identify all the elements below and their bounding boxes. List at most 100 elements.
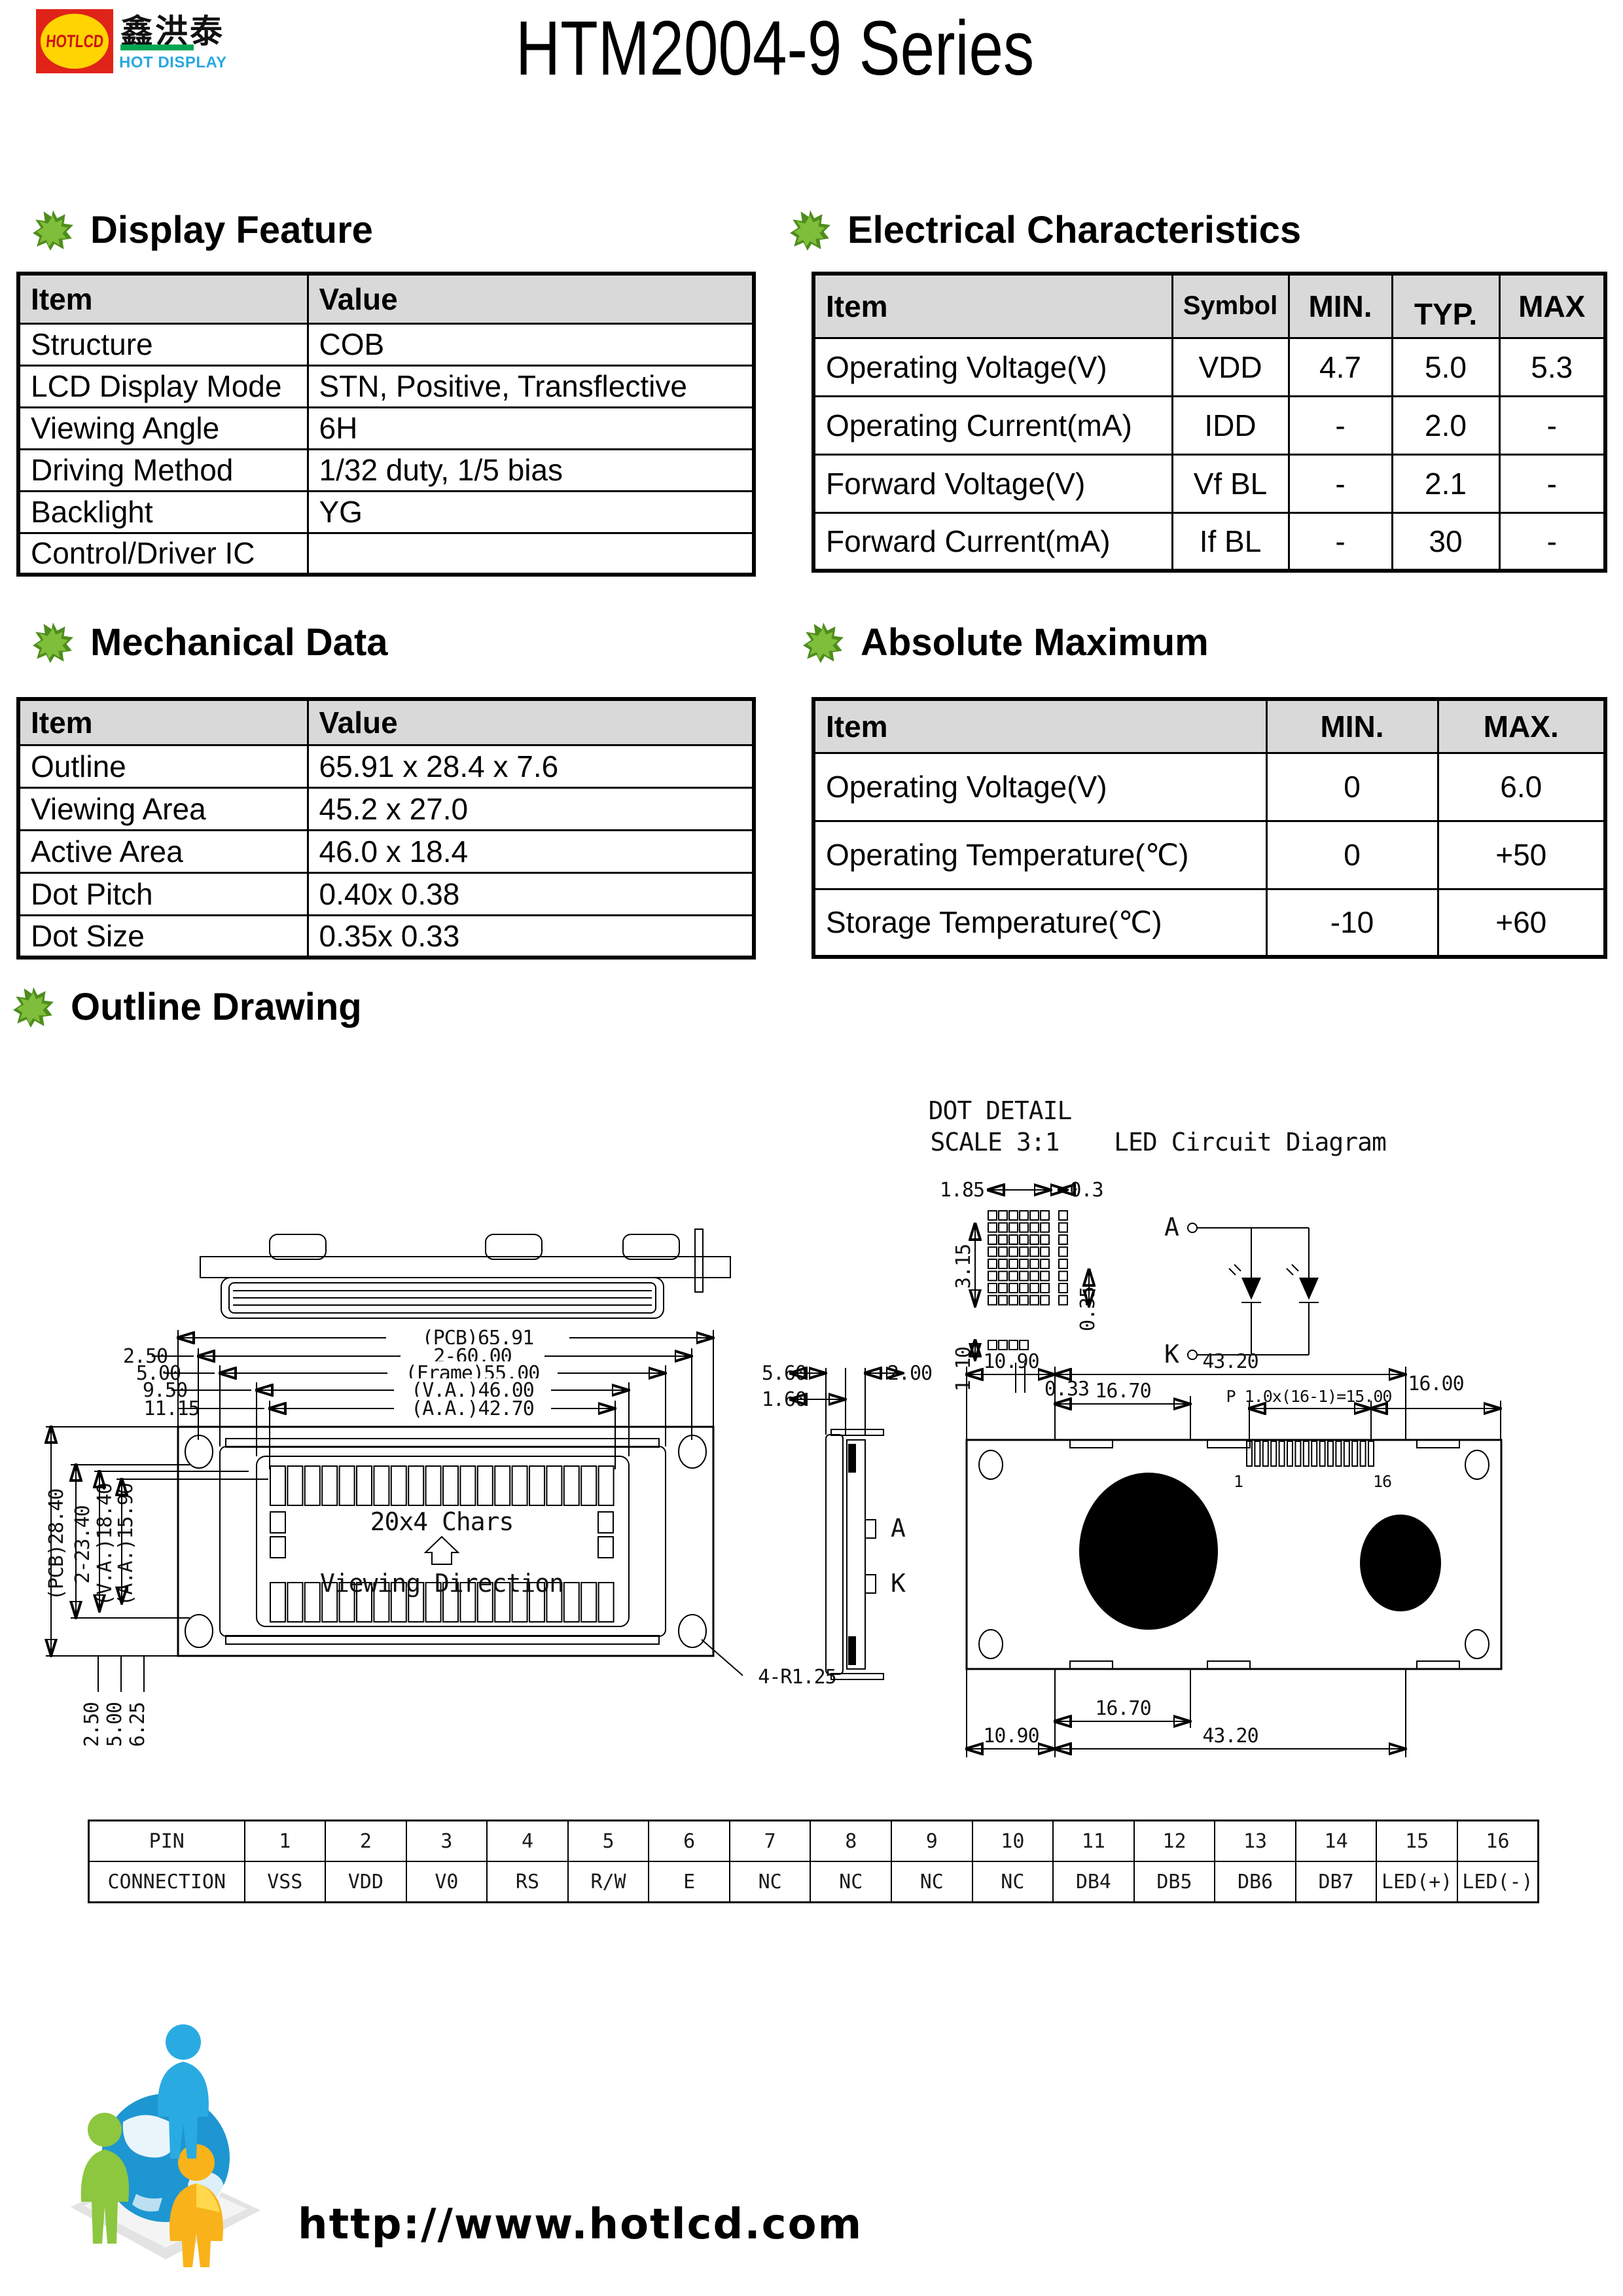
table-row: Operating Voltage(V) 0 6.0 bbox=[812, 751, 1607, 822]
svg-text:(A.A.)42.70: (A.A.)42.70 bbox=[411, 1397, 534, 1420]
col-header: MAX bbox=[1498, 272, 1607, 339]
svg-text:(A.A.)15.90: (A.A.)15.90 bbox=[115, 1483, 137, 1606]
table-row: Control/Driver IC bbox=[17, 531, 755, 576]
col-header: MIN. bbox=[1287, 272, 1393, 339]
table-row: Operating Temperature(℃) 0 +50 bbox=[812, 819, 1607, 890]
table-row: Forward Current(mA) If BL -30- bbox=[812, 511, 1607, 572]
col-header: Value bbox=[306, 698, 755, 746]
footer-url: http://www.hotlcd.com bbox=[298, 2200, 863, 2249]
svg-text:4-R1.25: 4-R1.25 bbox=[758, 1666, 836, 1689]
table-row: Operating Voltage(V) VDD 4.7 5.0 5.3 bbox=[812, 336, 1607, 397]
svg-text:K: K bbox=[891, 1569, 906, 1598]
svg-text:16.70: 16.70 bbox=[1095, 1380, 1150, 1403]
leaf-icon bbox=[802, 621, 845, 664]
svg-text:1: 1 bbox=[1234, 1472, 1243, 1491]
section-electrical: Electrical Characteristics bbox=[789, 208, 1301, 252]
table-row: Structure COB bbox=[17, 322, 755, 367]
col-header: MIN. bbox=[1265, 698, 1439, 754]
col-header: Item bbox=[17, 272, 309, 325]
dot-detail-diagram: DOT DETAIL SCALE 3:1 1.85 0.3 3.15 0.35 … bbox=[929, 1096, 1104, 1401]
logo-oval-icon: HOTLCD bbox=[41, 14, 109, 69]
table-row: LCD Display Mode STN, Positive, Transflec… bbox=[17, 364, 755, 408]
table-row: Operating Current(mA) IDD -2.0- bbox=[812, 395, 1607, 456]
section-display-feature: Display Feature bbox=[31, 208, 373, 252]
leaf-icon bbox=[31, 209, 75, 252]
section-title: Electrical Characteristics bbox=[847, 209, 1302, 251]
front-view: 20x4 Chars Viewing Direction 4-R1.25 bbox=[177, 1426, 837, 1689]
svg-text:0.35: 0.35 bbox=[1077, 1287, 1099, 1331]
svg-text:43.20: 43.20 bbox=[1202, 1350, 1258, 1373]
svg-text:1.10: 1.10 bbox=[952, 1347, 975, 1391]
led-circuit-diagram: LED Circuit Diagram A K bbox=[1114, 1128, 1387, 1369]
table-row: Dot Size 0.35x 0.33 bbox=[17, 914, 755, 959]
section-title: Display Feature bbox=[90, 209, 373, 251]
table-row: Backlight YG bbox=[17, 490, 755, 534]
svg-text:16.00: 16.00 bbox=[1408, 1372, 1463, 1395]
svg-text:2.50: 2.50 bbox=[80, 1702, 103, 1747]
logo-chinese-name: 鑫洪泰 bbox=[120, 12, 224, 50]
svg-text:10.90: 10.90 bbox=[983, 1725, 1039, 1748]
table-row: Viewing Angle 6H bbox=[17, 406, 755, 450]
svg-text:2-23.40: 2-23.40 bbox=[71, 1505, 94, 1583]
col-header: MAX. bbox=[1436, 698, 1607, 754]
svg-text:16.70: 16.70 bbox=[1095, 1697, 1150, 1720]
svg-text:43.20: 43.20 bbox=[1202, 1725, 1258, 1748]
svg-text:A: A bbox=[891, 1514, 906, 1543]
svg-text:0.33: 0.33 bbox=[1044, 1378, 1089, 1401]
col-header: Value bbox=[306, 272, 755, 325]
svg-text:(V.A.)18.40: (V.A.)18.40 bbox=[94, 1483, 116, 1606]
section-mechanical: Mechanical Data bbox=[31, 620, 388, 664]
svg-text:20x4 Chars: 20x4 Chars bbox=[370, 1507, 514, 1536]
col-header: Item bbox=[17, 698, 309, 746]
svg-text:P 1.0x(16-1)=15.00: P 1.0x(16-1)=15.00 bbox=[1226, 1387, 1392, 1406]
svg-text:SCALE 3:1: SCALE 3:1 bbox=[931, 1128, 1060, 1157]
svg-text:0.3: 0.3 bbox=[1069, 1179, 1103, 1202]
table-row: Driving Method 1/32 duty, 1/5 bias bbox=[17, 448, 755, 492]
svg-text:Viewing Direction: Viewing Direction bbox=[320, 1569, 563, 1598]
footer-globe-logo bbox=[71, 2024, 260, 2267]
front-view-dimensions: (PCB)65.91 2-60.00 2.50 (Frame)55.00 5.0… bbox=[45, 1325, 713, 1747]
svg-text:3.15: 3.15 bbox=[952, 1244, 975, 1289]
table-row: Dot Pitch 0.40x 0.38 bbox=[17, 871, 755, 916]
table-row: Viewing Area 45.2 x 27.0 bbox=[17, 786, 755, 831]
outline-drawing: (PCB)65.91 2-60.00 2.50 (Frame)55.00 5.0… bbox=[0, 1096, 1503, 1757]
mechanical-table: Item Value Outline 65.91 x 28.4 x 7.6 Vie… bbox=[16, 697, 756, 960]
section-outline-drawing: Outline Drawing bbox=[12, 985, 362, 1029]
pin-connection-row: CONNECTION VSS VDD V0 RS R/W E NC NC NC NC DB4… bbox=[88, 1861, 1539, 1903]
svg-text:K: K bbox=[1164, 1340, 1179, 1369]
table-row: Outline 65.91 x 28.4 x 7.6 bbox=[17, 744, 755, 789]
leaf-icon bbox=[12, 986, 55, 1029]
svg-text:10.90: 10.90 bbox=[983, 1350, 1039, 1373]
svg-text:5.00: 5.00 bbox=[103, 1702, 126, 1747]
table-row: Active Area 46.0 x 18.4 bbox=[17, 829, 755, 874]
section-title: Mechanical Data bbox=[90, 621, 388, 664]
svg-text:16: 16 bbox=[1373, 1472, 1391, 1491]
leaf-icon bbox=[31, 621, 75, 664]
col-header: Symbol bbox=[1171, 272, 1290, 339]
col-header: TYP. bbox=[1391, 272, 1501, 339]
display-feature-table: Item Value Structure COB LCD Display Mode… bbox=[16, 272, 756, 577]
svg-text:LED Circuit Diagram: LED Circuit Diagram bbox=[1114, 1128, 1386, 1157]
backlight-side-view: 5.60 1.60 2.00 A K bbox=[762, 1362, 933, 1680]
back-view: 10.90 43.20 16.70 P 1.0x(16-1)=15.00 16.… bbox=[967, 1350, 1503, 1757]
table-row: Storage Temperature(℃) -10 +60 bbox=[812, 888, 1607, 958]
electrical-table: Item Symbol MIN. TYP. MAX Operating Volt… bbox=[812, 272, 1607, 573]
col-header: Item bbox=[812, 698, 1268, 754]
logo-green-bar bbox=[120, 45, 194, 50]
section-title: Absolute Maximum bbox=[861, 621, 1209, 664]
svg-text:(PCB)28.40: (PCB)28.40 bbox=[45, 1489, 68, 1601]
absolute-maximum-table: Item MIN. MAX. Operating Voltage(V) 0 6.0 … bbox=[812, 697, 1607, 959]
col-header: Item bbox=[812, 272, 1173, 339]
page-title: HTM2004-9 Series bbox=[516, 5, 1035, 92]
leaf-icon bbox=[789, 209, 832, 252]
side-view bbox=[200, 1229, 731, 1319]
company-logo: HOTLCD bbox=[36, 9, 113, 73]
logo-mark-text: HOTLCD bbox=[45, 31, 105, 51]
section-title: Outline Drawing bbox=[71, 986, 362, 1028]
section-absolute-maximum: Absolute Maximum bbox=[802, 620, 1209, 664]
svg-text:6.25: 6.25 bbox=[126, 1702, 149, 1747]
svg-text:A: A bbox=[1164, 1213, 1179, 1242]
logo-subtitle: HOT DISPLAY bbox=[119, 54, 227, 71]
